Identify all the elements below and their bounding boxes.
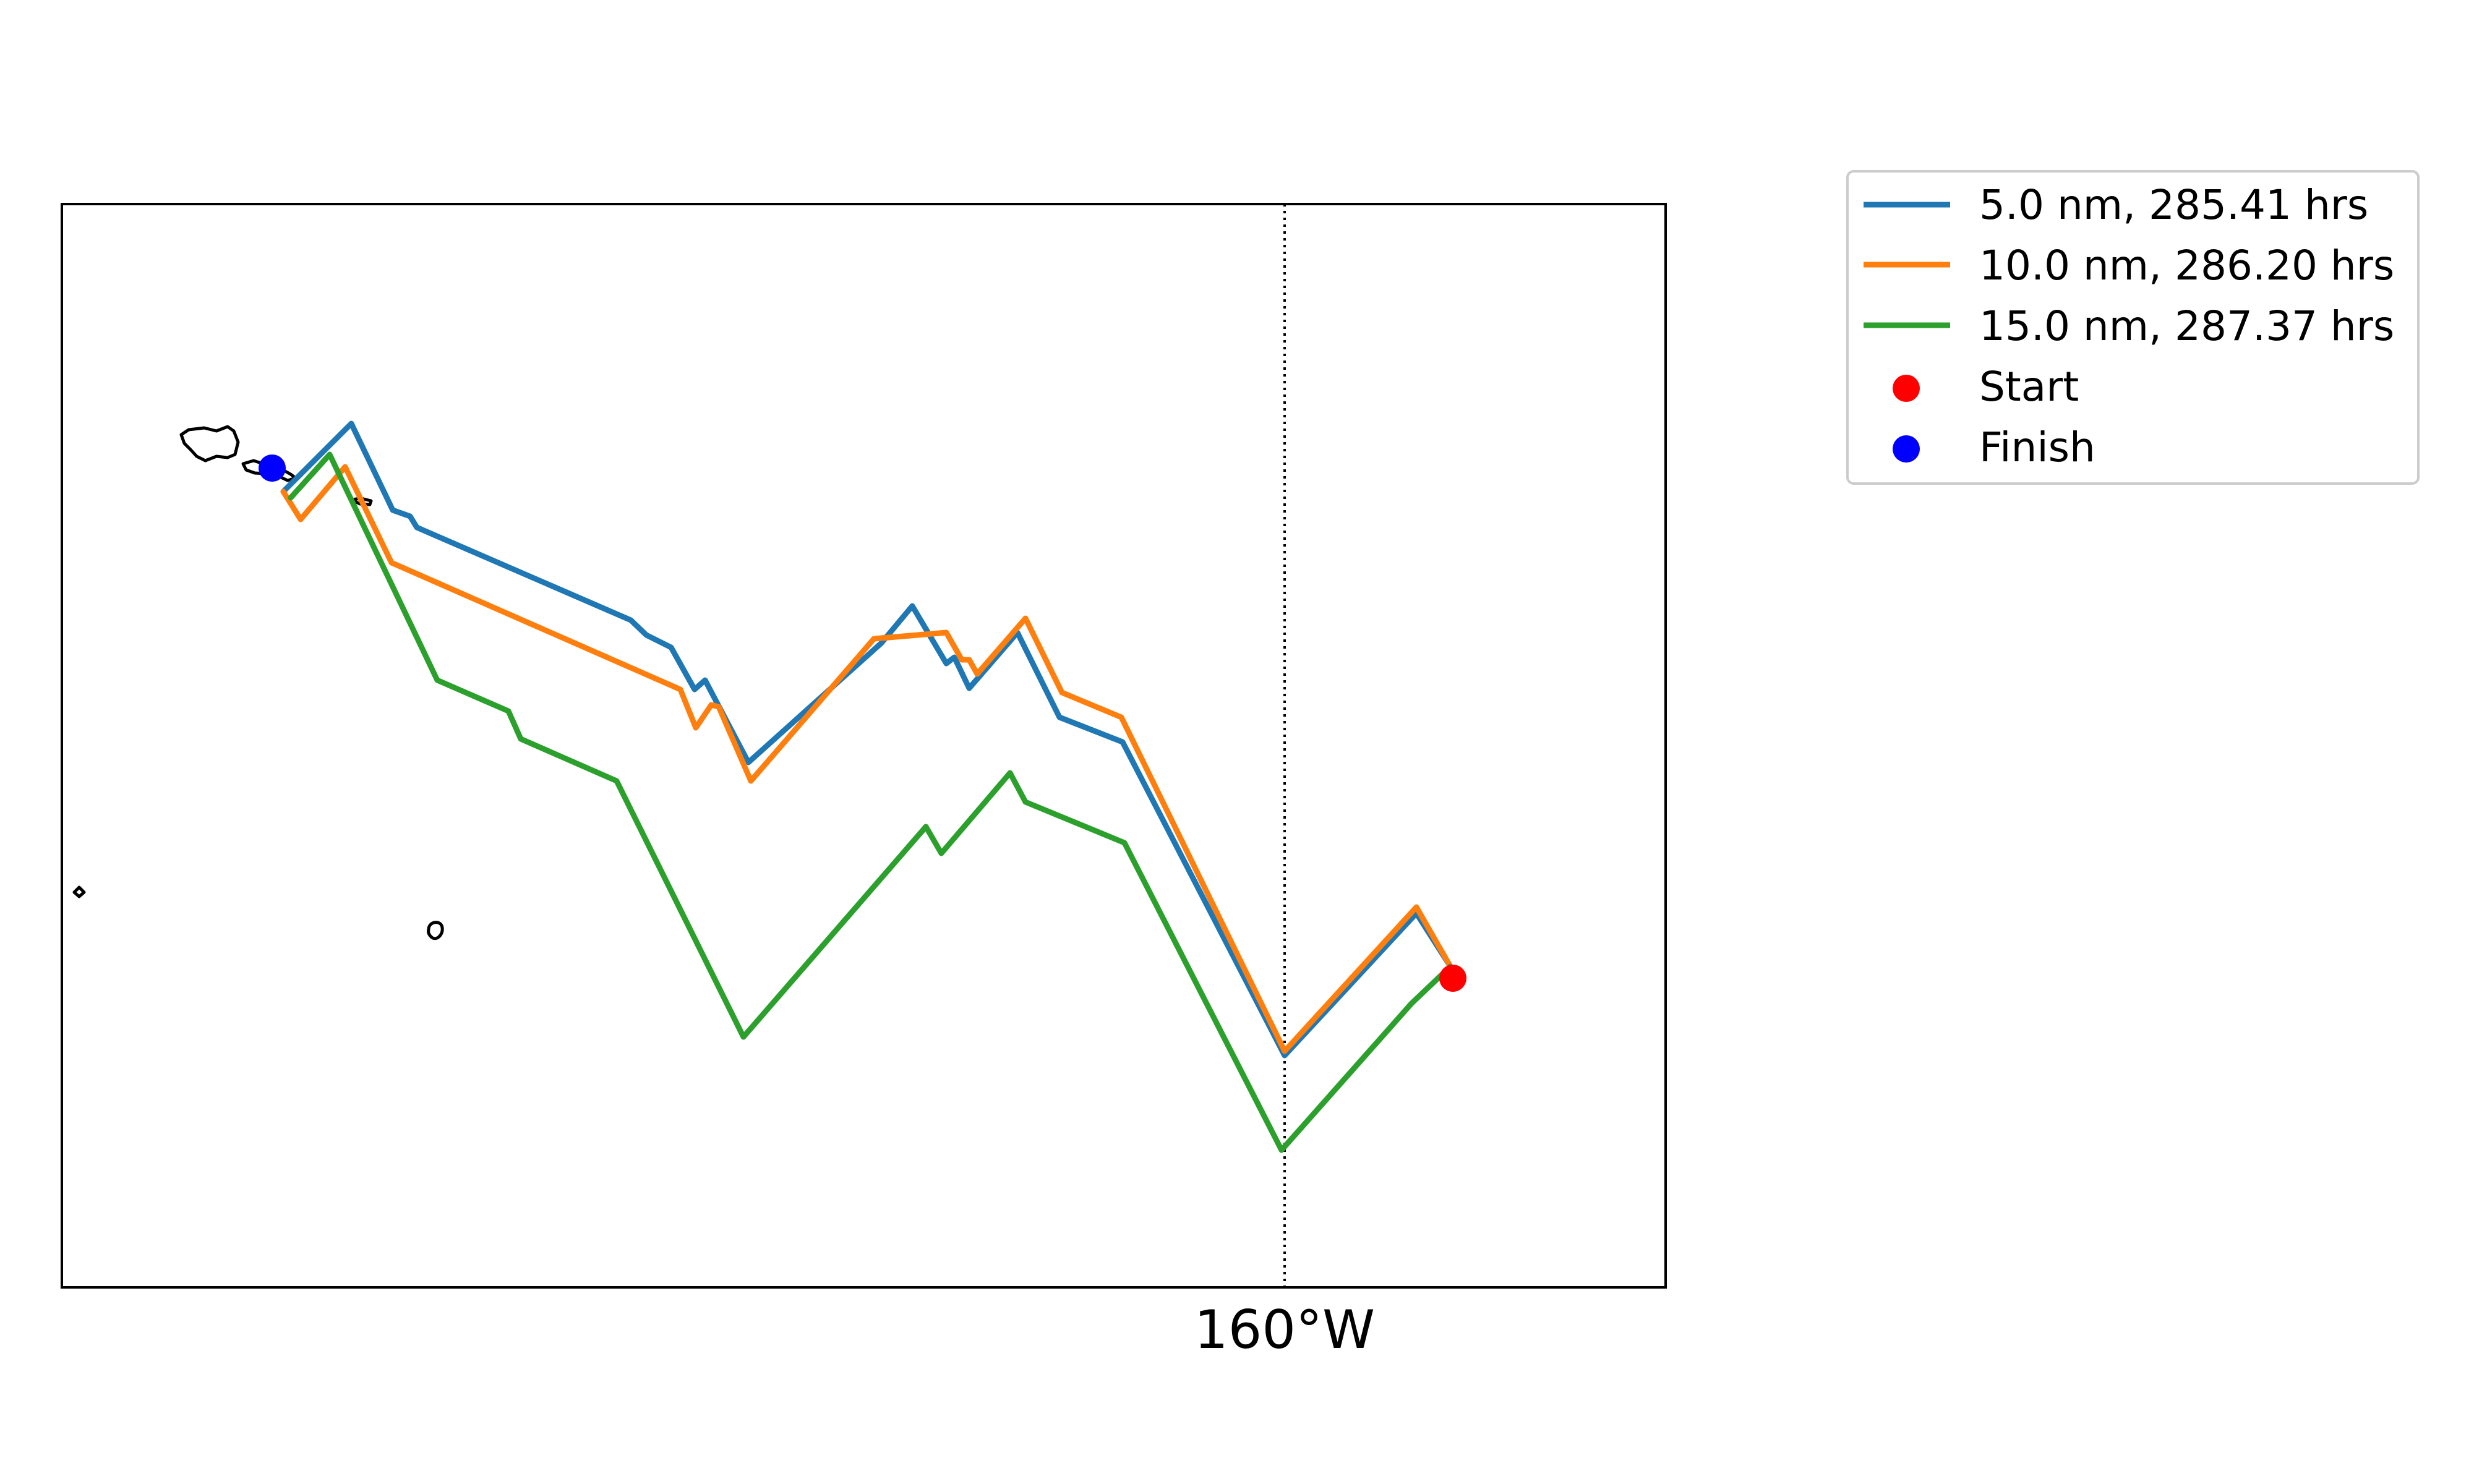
legend-label-start: Start bbox=[1979, 363, 2079, 411]
legend-entry-5nm: 5.0 nm, 285.41 hrs bbox=[1864, 181, 2368, 229]
route-line-15nm bbox=[288, 451, 1453, 1153]
legend-label-10nm: 10.0 nm, 286.20 hrs bbox=[1979, 242, 2394, 289]
legend-label-finish: Finish bbox=[1979, 424, 2095, 471]
legend-entry-start: Start bbox=[1893, 363, 2079, 411]
island-small-west bbox=[72, 885, 86, 898]
start-marker bbox=[1439, 965, 1466, 992]
legend-entry-15nm: 15.0 nm, 287.37 hrs bbox=[1864, 302, 2394, 350]
island-savaii bbox=[179, 425, 240, 463]
legend-entry-finish: Finish bbox=[1893, 424, 2095, 471]
legend-label-5nm: 5.0 nm, 285.41 hrs bbox=[1979, 181, 2368, 229]
legend-entry-10nm: 10.0 nm, 286.20 hrs bbox=[1864, 242, 2394, 289]
finish-marker bbox=[259, 454, 286, 482]
legend-box bbox=[1846, 170, 2420, 485]
map-frame bbox=[61, 203, 1667, 1289]
legend-label-15nm: 15.0 nm, 287.37 hrs bbox=[1979, 302, 2394, 350]
x-tick-label: 160°W bbox=[1194, 1299, 1375, 1361]
map-area: 160°W bbox=[61, 203, 1667, 1361]
legend-marker-start bbox=[1893, 375, 1920, 402]
legend: 5.0 nm, 285.41 hrs 10.0 nm, 286.20 hrs 1… bbox=[1846, 170, 2420, 485]
route-line-10nm bbox=[280, 464, 1453, 1054]
island-small-south bbox=[427, 921, 444, 940]
legend-marker-finish bbox=[1893, 435, 1920, 463]
